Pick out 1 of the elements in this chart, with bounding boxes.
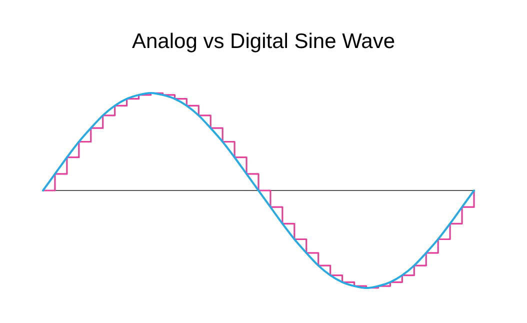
- chart-title: Analog vs Digital Sine Wave: [132, 30, 396, 53]
